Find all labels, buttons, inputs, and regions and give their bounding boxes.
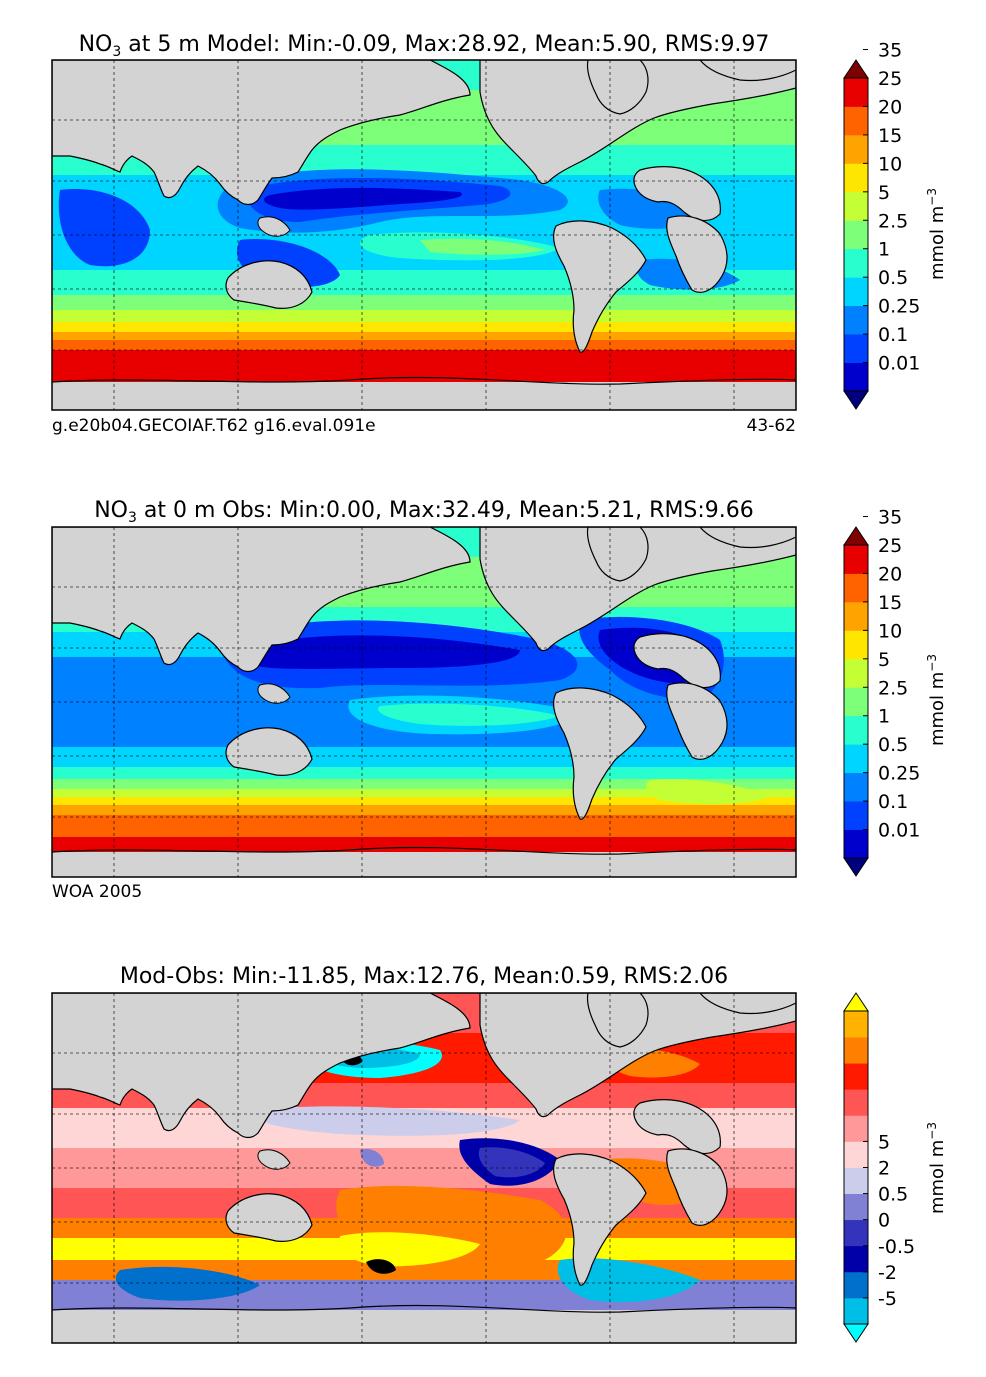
colorbar-tick-label: 2.5 [878, 210, 908, 232]
map-frame [51, 59, 797, 411]
colorbar-diff: -5 -2 -0.5 0 0.5 2 5 mmol m−3 [843, 992, 948, 1343]
colorbar-segment [844, 78, 868, 107]
colorbar-model: 0.01 0.1 0.25 0.5 1 2.5 5 10 15 20 25 35 mmol m−3 [843, 40, 948, 410]
colorbar-segment [844, 1011, 868, 1038]
colorbar-segment [844, 772, 868, 802]
colorbar-tick-label: 35 [878, 40, 902, 62]
colorbar-extend-min [843, 390, 869, 410]
colorbar-tick-label: 20 [878, 563, 902, 585]
colorbar-segment [844, 1141, 868, 1168]
colorbar-segment [844, 1063, 868, 1090]
colorbar-frame [843, 77, 869, 392]
map-frame [51, 992, 797, 1344]
colorbar-segment [844, 744, 868, 774]
colorbar-tick-label: 0.5 [878, 267, 908, 289]
colorbar-extend-min [843, 1323, 869, 1343]
map-frame [51, 526, 797, 878]
map-diff [52, 993, 796, 1343]
colorbar-tick-label: 0.1 [878, 324, 908, 346]
colorbar-label: mmol m−3 [925, 1122, 948, 1214]
colorbar-tick-label: 0.01 [878, 820, 920, 842]
colorbar-segment [844, 1219, 868, 1247]
colorbar-segment [844, 106, 868, 136]
colorbar-segment [844, 362, 868, 392]
colorbar-segment [844, 573, 868, 603]
colorbar-extend-max [843, 526, 869, 546]
colorbar-tick-label: 25 [878, 68, 902, 90]
colorbar-segment [844, 191, 868, 221]
panel-obs: NO3 at 0 m Obs: Min:0.00, Max:32.49, Mea… [51, 498, 948, 902]
colorbar-tick-label: 0.25 [878, 763, 920, 785]
colorbar-segment [844, 801, 868, 830]
colorbar-tick-label: 25 [878, 535, 902, 557]
colorbar-tick-label: -5 [878, 1288, 897, 1310]
colorbar-extend-max [843, 992, 869, 1012]
colorbar-frame [843, 544, 869, 859]
colorbar-tick-label: 1 [878, 706, 890, 728]
colorbar-segment [844, 829, 868, 859]
colorbar-tick-label: 0.5 [878, 734, 908, 756]
colorbar-tick-label: 5 [878, 649, 890, 671]
colorbar-segment [844, 277, 868, 307]
colorbar-tick-label: 0.25 [878, 296, 920, 318]
footer-case-name: g.e20b04.GECOIAF.T62 g16.eval.091e [52, 416, 376, 436]
colorbar-extend-max [843, 59, 869, 79]
colorbar-segment [844, 545, 868, 574]
colorbar-tick-label: 0.01 [878, 353, 920, 375]
colorbar-label: mmol m−3 [925, 654, 948, 746]
colorbar-segment [844, 305, 868, 335]
colorbar-obs: 0.01 0.1 0.25 0.5 1 2.5 5 10 15 20 25 35 mmol m−3 [843, 507, 948, 877]
colorbar-tick-label: 5 [878, 182, 890, 204]
colorbar-tick-label: 10 [878, 620, 902, 642]
colorbar-segment [844, 1037, 868, 1064]
colorbar-segment [844, 334, 868, 363]
colorbar-tick-label: 2.5 [878, 677, 908, 699]
colorbar-segment [844, 601, 868, 631]
colorbar-segment [844, 1193, 868, 1221]
colorbar-label: mmol m−3 [925, 188, 948, 280]
colorbar-extend-min [843, 857, 869, 877]
colorbar-tick-label: 1 [878, 239, 890, 261]
panel-diff: Mod-Obs: Min:-11.85, Max:12.76, Mean:0.5… [51, 964, 948, 1344]
colorbar-segment [844, 1245, 868, 1273]
map-model [52, 60, 796, 410]
colorbar-tick-label: -0.5 [878, 1236, 915, 1258]
footer-obs-source: WOA 2005 [52, 882, 142, 902]
colorbar-segment [844, 687, 868, 717]
colorbar-tick-label: -2 [878, 1262, 897, 1284]
panel-model: NO3 at 5 m Model: Min:-0.09, Max:28.92, … [51, 32, 948, 436]
colorbar-segment [844, 248, 868, 278]
colorbar-segment [844, 220, 868, 250]
footer-years: 43-62 [747, 416, 796, 436]
colorbar-segment [844, 163, 868, 193]
colorbar-tick-label: 0 [878, 1210, 890, 1232]
colorbar-segment [844, 715, 868, 745]
colorbar-tick-label: 2 [878, 1158, 890, 1180]
colorbar-tick-label: 10 [878, 153, 902, 175]
panel-title: Mod-Obs: Min:-11.85, Max:12.76, Mean:0.5… [120, 964, 728, 989]
colorbar-segment [844, 1089, 868, 1116]
colorbar-tick-label: 15 [878, 592, 902, 614]
colorbar-tick-label: 20 [878, 96, 902, 118]
colorbar-segment [844, 1271, 868, 1299]
panel-title: NO3 at 0 m Obs: Min:0.00, Max:32.49, Mea… [94, 498, 754, 526]
colorbar-segment [844, 658, 868, 688]
colorbar-segment [844, 630, 868, 660]
panel-title: NO3 at 5 m Model: Min:-0.09, Max:28.92, … [79, 32, 770, 60]
colorbar-segment [844, 134, 868, 164]
colorbar-segment [844, 1115, 868, 1142]
colorbar-tick-label: 0.5 [878, 1184, 908, 1206]
colorbar-tick-label: 15 [878, 125, 902, 147]
colorbar-tick-label: 0.1 [878, 791, 908, 813]
colorbar-tick-label: 35 [878, 507, 902, 529]
map-obs [52, 527, 796, 877]
colorbar-tick-label: 5 [878, 1131, 890, 1153]
colorbar-segment [844, 1167, 868, 1194]
colorbar-segment [844, 1297, 868, 1325]
